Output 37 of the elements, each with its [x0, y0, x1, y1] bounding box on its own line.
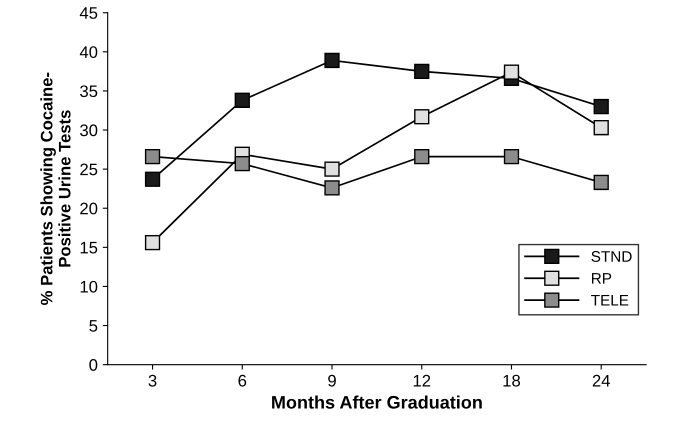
point [324, 161, 340, 177]
x-tick-label: 3 [148, 374, 156, 387]
y-tick-label: 40 [80, 46, 98, 58]
x-tick-label: 12 [414, 374, 430, 386]
y-tick-label: 25 [80, 164, 98, 176]
x-tick-label: 18 [503, 374, 520, 387]
point [414, 148, 430, 164]
x-axis-title: Months After Graduation [272, 395, 482, 409]
point [414, 64, 430, 80]
x-tick-label: 6 [238, 374, 246, 387]
point [324, 180, 340, 196]
legend-label: TELE [591, 294, 628, 306]
legend-label: RP [592, 273, 612, 284]
point [144, 172, 160, 187]
x-tick-label: 9 [328, 374, 336, 387]
y-tick-label: 20 [80, 202, 98, 214]
point [594, 98, 609, 114]
y-tick-label: 30 [80, 124, 98, 136]
y-tick-label: 5 [89, 320, 98, 332]
legend-label: STND [591, 251, 632, 262]
point [414, 109, 430, 124]
y-axis-title: % Patients Showing Cocaine- Positive Urine Tests [40, 72, 71, 305]
point [594, 174, 609, 190]
point [234, 156, 250, 172]
point [504, 148, 520, 164]
point [234, 92, 250, 108]
x-tick-label: 24 [592, 374, 610, 386]
point [324, 52, 340, 68]
point [504, 64, 520, 80]
y-tick-label: 10 [80, 280, 98, 293]
point [144, 148, 160, 164]
y-tick-label: 35 [80, 85, 98, 98]
y-tick-label: 0 [89, 359, 98, 371]
point [594, 120, 609, 136]
y-tick-label: 15 [80, 242, 98, 254]
y-tick-label: 45 [80, 7, 98, 19]
point [144, 235, 160, 250]
